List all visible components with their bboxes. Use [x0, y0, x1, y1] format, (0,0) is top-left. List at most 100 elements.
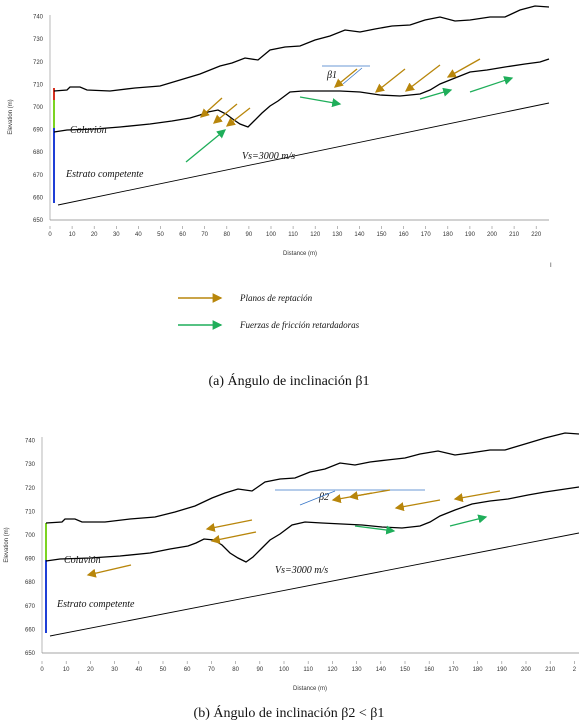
panel-b-x-tick-label: 60 — [184, 667, 191, 673]
panel-a-estrato-label: Estrato competente — [65, 169, 144, 180]
panel-a-x-tick-label: 30 — [113, 232, 120, 238]
panel-a-x-tick-label: 120 — [310, 232, 321, 238]
panel-a-y-tick-label: 650 — [33, 218, 44, 224]
panel-a-stray-mark: I — [550, 263, 552, 269]
panel-b-beta-slope — [299, 490, 336, 506]
panel-a-creep-arrow — [212, 103, 238, 124]
panel-a: 650 660 670 680 690 700 710 720 730 740 0 10 20 30 40… — [8, 5, 552, 389]
panel-b-y-tick-label: 700 — [25, 533, 36, 539]
panel-a-x-tick-label: 90 — [246, 232, 253, 238]
panel-b-creep-arrow — [86, 564, 132, 578]
panel-b-bedrock-line — [49, 532, 579, 637]
panel-b-x-tick-label: 210 — [545, 667, 556, 673]
panel-a-x-tick-label: 20 — [91, 232, 98, 238]
panel-b-beta-label: β2 — [318, 492, 329, 503]
panel-a-x-tick-label: 150 — [376, 232, 387, 238]
panel-b-x-tick-label: 30 — [111, 667, 118, 673]
panel-a-creep-arrow — [200, 97, 223, 118]
panel-a-coluvion-label: Coluvión — [70, 125, 107, 136]
panel-a-caption: (a) Ángulo de inclinación β1 — [208, 372, 369, 389]
panel-b-y-tick-label: 690 — [25, 557, 36, 563]
panel-b-xlabel: Distance (m) — [293, 686, 327, 692]
panel-b-estrato-label: Estrato competente — [56, 599, 135, 610]
panel-a-x-tick-label: 200 — [487, 232, 498, 238]
panel-a-x-tick-label: 50 — [157, 232, 164, 238]
panel-a-x-tick-label: 190 — [465, 232, 476, 238]
panel-a-x-tick-label: 110 — [288, 232, 298, 238]
panel-b-x-tick-label: 90 — [256, 667, 263, 673]
panel-b-creep-arrow — [205, 519, 253, 532]
panel-a-x-tick-label: 160 — [399, 232, 410, 238]
panel-b-x-tick-label: 180 — [473, 667, 484, 673]
panel-b-x-ticks: 0 10 20 30 40 50 60 70 80 90 100 110 120 130 140 150 160… — [40, 661, 577, 673]
panel-a-friction-arrow — [419, 87, 453, 100]
panel-a-x-tick-label: 210 — [509, 232, 520, 238]
panel-b-x-tick-label: 20 — [87, 667, 94, 673]
legend-creep-label: Planos de reptación — [239, 293, 313, 303]
panel-a-creep-arrow — [446, 58, 481, 78]
panel-a-y-tick-label: 700 — [33, 105, 44, 111]
panel-b-y-tick-label: 720 — [25, 486, 36, 492]
panel-b-y-tick-label: 670 — [25, 604, 36, 610]
panel-b-x-tick-label: 50 — [160, 667, 167, 673]
panel-b-interface-profile — [45, 486, 579, 563]
panel-b-y-tick-label: 650 — [25, 651, 36, 657]
panel-a-beta-label: β1 — [326, 70, 337, 81]
panel-a-y-tick-label: 710 — [33, 82, 44, 88]
panel-a-friction-arrow — [185, 129, 227, 163]
panel-b-vs-label: Vs=3000 m/s — [275, 565, 328, 576]
panel-b-x-tick-label: 150 — [400, 667, 411, 673]
panel-a-y-tick-label: 680 — [33, 150, 44, 156]
panel-a-x-tick-label: 220 — [531, 232, 542, 238]
panel-a-y-tick-label: 690 — [33, 128, 44, 134]
panel-a-creep-arrow — [404, 64, 441, 92]
panel-a-xlabel: Distance (m) — [283, 251, 317, 257]
panel-b-creep-arrow — [394, 499, 441, 512]
panel-a-x-tick-label: 0 — [48, 232, 52, 238]
panel-b-x-tick-label: 40 — [135, 667, 142, 673]
panel-a-x-tick-label: 70 — [201, 232, 208, 238]
panel-b-x-tick-label: 140 — [376, 667, 387, 673]
panel-a-x-tick-label: 130 — [332, 232, 343, 238]
panel-b-y-tick-label: 710 — [25, 509, 36, 515]
legend-friction-label: Fuerzas de fricción retardadoras — [239, 320, 360, 330]
panel-b-x-tick-label: 120 — [327, 667, 338, 673]
panel-a-x-ticks: 0 10 20 30 40 50 60 70 80 90 100 110 120 130 140 150 160… — [48, 226, 542, 238]
panel-a-creep-arrow — [225, 107, 251, 127]
panel-b-x-tick-label: 160 — [424, 667, 435, 673]
panel-b-y-tick-label: 740 — [25, 439, 36, 445]
panel-b-caption: (b) Ángulo de inclinación β2 < β1 — [194, 704, 385, 721]
panel-b-friction-arrow — [449, 514, 488, 527]
panel-b-x-tick-label: 80 — [232, 667, 239, 673]
panel-a-surface-profile — [53, 5, 550, 92]
panel-b-y-tick-label: 660 — [25, 627, 36, 633]
panel-a-ylabel: Elevation (m) — [8, 99, 14, 134]
panel-b-x-tick-label: 2 — [573, 667, 577, 673]
panel-b-y-tick-label: 730 — [25, 462, 36, 468]
panel-b-x-tick-label: 0 — [40, 667, 44, 673]
panel-a-x-tick-label: 140 — [354, 232, 365, 238]
panel-b-x-tick-label: 110 — [303, 667, 313, 673]
panel-a-x-tick-label: 180 — [443, 232, 454, 238]
panel-a-y-tick-label: 740 — [33, 15, 44, 21]
panel-a-x-tick-label: 80 — [223, 232, 230, 238]
panel-a-y-tick-label: 670 — [33, 173, 44, 179]
panel-b-y-ticks: 650 660 670 680 690 700 710 720 730 740 — [25, 439, 36, 657]
panel-b-coluvion-label: Coluvión — [64, 555, 101, 566]
panel-a-x-tick-label: 170 — [421, 232, 432, 238]
panel-a-creep-arrow — [333, 68, 358, 88]
panel-a-x-tick-label: 40 — [135, 232, 142, 238]
panel-a-x-tick-label: 100 — [266, 232, 277, 238]
panel-a-beta-slope — [342, 67, 363, 85]
panel-b-friction-arrow — [354, 525, 396, 535]
panel-a-y-tick-label: 720 — [33, 60, 44, 66]
panel-a-vs-label: Vs=3000 m/s — [242, 151, 295, 162]
panel-a-friction-arrow — [469, 76, 514, 93]
panel-b-x-tick-label: 200 — [521, 667, 532, 673]
panel-b: 650 660 670 680 690 700 710 720 730 740 0 10 20 30 40… — [4, 432, 579, 721]
panel-b-creep-arrow — [210, 531, 257, 544]
panel-b-y-tick-label: 680 — [25, 580, 36, 586]
panel-b-ylabel: Elevation (m) — [4, 527, 10, 562]
panel-a-x-tick-label: 10 — [69, 232, 76, 238]
panel-b-x-tick-label: 130 — [352, 667, 363, 673]
